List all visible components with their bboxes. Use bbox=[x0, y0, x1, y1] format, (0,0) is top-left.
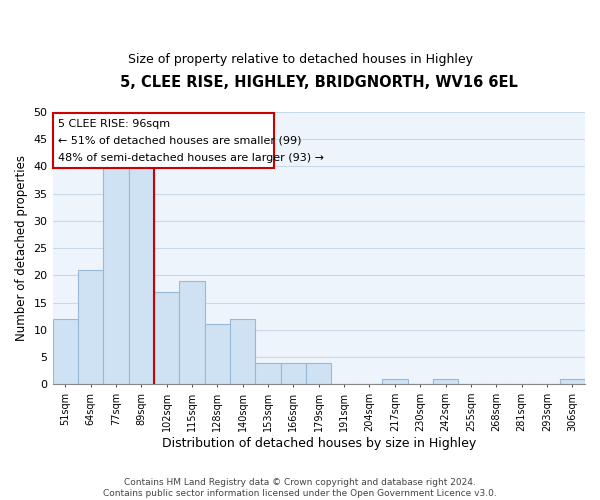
Bar bbox=[433, 379, 458, 384]
Bar bbox=[382, 379, 407, 384]
Bar bbox=[78, 270, 103, 384]
Text: ← 51% of detached houses are smaller (99): ← 51% of detached houses are smaller (99… bbox=[58, 136, 301, 145]
Text: Contains HM Land Registry data © Crown copyright and database right 2024.
Contai: Contains HM Land Registry data © Crown c… bbox=[103, 478, 497, 498]
Bar bbox=[205, 324, 230, 384]
Title: 5, CLEE RISE, HIGHLEY, BRIDGNORTH, WV16 6EL: 5, CLEE RISE, HIGHLEY, BRIDGNORTH, WV16 … bbox=[120, 75, 518, 90]
Bar bbox=[128, 156, 154, 384]
Bar bbox=[256, 362, 281, 384]
Y-axis label: Number of detached properties: Number of detached properties bbox=[15, 155, 28, 341]
Bar bbox=[281, 362, 306, 384]
Bar bbox=[103, 166, 128, 384]
Bar bbox=[230, 319, 256, 384]
Text: 48% of semi-detached houses are larger (93) →: 48% of semi-detached houses are larger (… bbox=[58, 154, 324, 164]
Bar bbox=[179, 281, 205, 384]
Bar bbox=[53, 319, 78, 384]
Bar bbox=[306, 362, 331, 384]
Text: Size of property relative to detached houses in Highley: Size of property relative to detached ho… bbox=[128, 52, 473, 66]
FancyBboxPatch shape bbox=[53, 114, 274, 168]
Bar bbox=[560, 379, 585, 384]
Bar bbox=[154, 292, 179, 384]
Text: 5 CLEE RISE: 96sqm: 5 CLEE RISE: 96sqm bbox=[58, 120, 170, 130]
X-axis label: Distribution of detached houses by size in Highley: Distribution of detached houses by size … bbox=[161, 437, 476, 450]
